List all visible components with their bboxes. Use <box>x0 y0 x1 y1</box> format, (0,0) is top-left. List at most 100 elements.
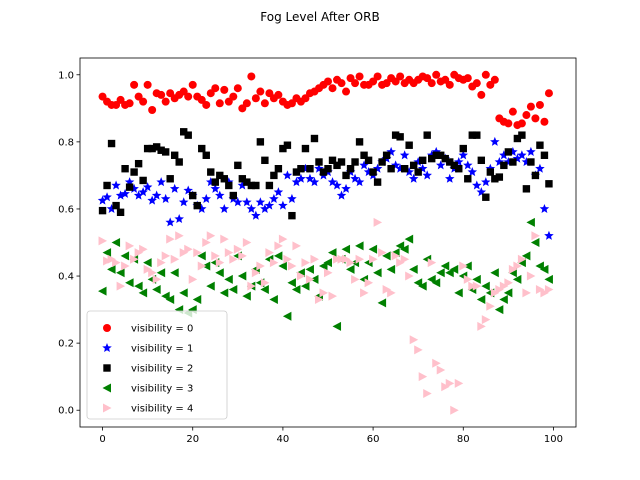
data-point <box>310 134 319 143</box>
x-tick-label: 80 <box>457 434 470 445</box>
data-point <box>265 248 274 258</box>
data-point <box>341 183 351 193</box>
data-point <box>337 158 346 166</box>
series-0 <box>98 70 553 130</box>
data-point <box>202 100 211 109</box>
data-point <box>282 170 293 180</box>
data-point <box>198 144 206 153</box>
data-point <box>224 274 233 284</box>
data-point <box>148 144 156 153</box>
data-point <box>531 114 540 123</box>
data-point <box>283 141 292 149</box>
data-point <box>310 254 319 264</box>
data-point <box>342 171 350 180</box>
data-point <box>134 281 143 291</box>
data-point <box>378 158 386 166</box>
data-point <box>368 244 378 254</box>
y-axis: 0.0 0.2 0.4 0.6 0.8 1.0 <box>58 70 80 417</box>
data-point <box>521 251 531 261</box>
data-point <box>463 74 472 83</box>
data-point <box>530 238 540 247</box>
data-point <box>183 185 193 195</box>
data-point <box>138 288 148 298</box>
data-point <box>148 105 157 114</box>
data-point <box>238 251 247 261</box>
data-point <box>445 80 454 89</box>
data-point <box>441 154 449 163</box>
data-point <box>445 268 454 278</box>
data-point <box>215 99 224 108</box>
data-point <box>336 190 347 200</box>
data-point <box>526 271 536 281</box>
legend-marker <box>103 324 111 332</box>
x-tick-label: 40 <box>277 434 290 445</box>
data-point <box>242 99 251 108</box>
data-point <box>359 160 369 170</box>
data-point <box>161 291 170 301</box>
data-point <box>463 274 473 284</box>
data-point <box>220 85 229 94</box>
chart-title: Fog Level After ORB <box>260 10 379 24</box>
data-point <box>485 163 496 173</box>
data-point <box>193 248 202 258</box>
data-point <box>125 183 134 191</box>
data-point <box>269 193 279 203</box>
data-point <box>228 284 238 294</box>
data-point <box>526 146 536 156</box>
data-point <box>166 234 175 244</box>
data-point <box>423 388 432 398</box>
data-point <box>175 158 183 166</box>
data-point <box>396 133 404 141</box>
data-point <box>405 271 414 281</box>
data-point <box>427 274 436 284</box>
data-point <box>251 268 261 278</box>
data-point <box>459 144 467 153</box>
data-point <box>409 335 419 345</box>
data-point <box>517 119 526 128</box>
data-point <box>130 168 138 176</box>
data-point <box>210 183 221 193</box>
data-point <box>116 281 126 291</box>
data-point <box>544 230 554 240</box>
data-point <box>364 278 374 288</box>
data-point <box>417 163 428 173</box>
data-point <box>408 173 419 183</box>
data-point <box>387 165 395 173</box>
data-point <box>486 301 495 311</box>
data-point <box>143 144 152 153</box>
data-point <box>418 156 427 165</box>
data-point <box>400 165 409 173</box>
data-point <box>178 197 189 207</box>
data-point <box>161 251 171 261</box>
data-point <box>283 254 292 264</box>
data-point <box>396 258 405 268</box>
data-point <box>527 158 535 166</box>
data-point <box>287 261 297 271</box>
data-point <box>418 372 428 382</box>
data-point <box>252 181 260 190</box>
data-point <box>490 75 499 84</box>
data-point <box>468 281 477 291</box>
data-point <box>264 200 275 210</box>
data-point <box>512 274 522 284</box>
data-point <box>282 311 292 321</box>
data-point <box>296 173 306 183</box>
data-point <box>260 284 269 294</box>
data-point <box>188 80 197 89</box>
legend-label: visibility = 4 <box>131 404 193 415</box>
data-point <box>324 77 332 86</box>
data-point <box>504 148 513 156</box>
data-point <box>184 131 192 139</box>
data-point <box>342 254 351 264</box>
data-point <box>481 177 491 187</box>
data-point <box>139 97 148 106</box>
legend-marker <box>102 383 111 393</box>
data-point <box>197 251 206 261</box>
data-point <box>437 151 445 159</box>
data-point <box>196 203 207 213</box>
data-point <box>124 177 135 187</box>
data-point <box>490 288 500 298</box>
data-point <box>206 231 216 241</box>
data-point <box>422 170 432 180</box>
